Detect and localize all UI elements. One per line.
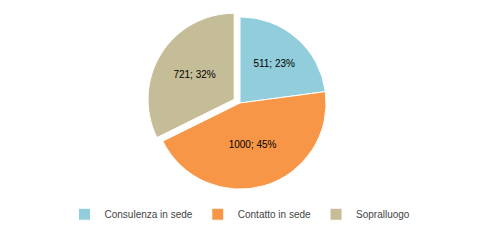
svg-text:511; 23%: 511; 23% bbox=[253, 58, 295, 69]
svg-text:1000; 45%: 1000; 45% bbox=[229, 139, 277, 150]
svg-text:Contatto in sede: Contatto in sede bbox=[238, 209, 311, 220]
svg-text:Sopralluogo: Sopralluogo bbox=[356, 209, 410, 220]
svg-text:Consulenza in sede: Consulenza in sede bbox=[105, 209, 193, 220]
svg-text:721; 32%: 721; 32% bbox=[173, 69, 215, 80]
